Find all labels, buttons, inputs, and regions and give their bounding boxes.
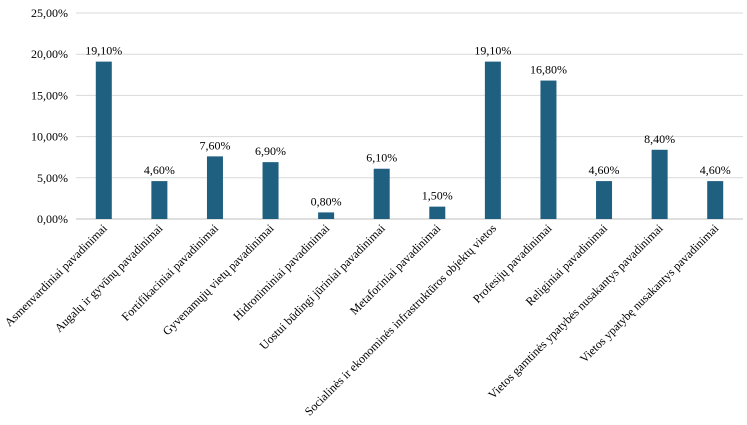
data-label: 8,40% [644, 132, 675, 146]
data-label: 19,10% [85, 44, 122, 58]
y-tick-label: 0,00% [37, 212, 68, 226]
data-label: 1,50% [422, 189, 453, 203]
bar [484, 61, 501, 220]
bar [540, 80, 557, 220]
data-label: 0,80% [311, 194, 342, 208]
bar [429, 206, 446, 219]
bar [651, 149, 668, 219]
category-label: Gyvenamųjų vietų pavadinimai [160, 221, 277, 338]
bar [262, 162, 279, 219]
bar [596, 181, 613, 219]
bars [95, 61, 724, 220]
category-label: Hidroniminiai pavadinimai [230, 221, 333, 324]
category-label: Fortifikaciniai pavadinimai [119, 221, 222, 324]
category-label: Augalų ir gyvūnų pavadinimai [52, 221, 166, 335]
category-label: Metaforiniai pavadinimai [347, 221, 444, 318]
bar [707, 181, 724, 219]
bar [95, 61, 112, 220]
category-label: Asmenvardiniai pavadinimai [2, 221, 111, 330]
bar [206, 156, 223, 219]
bar [151, 181, 168, 219]
data-label: 4,60% [589, 163, 620, 177]
y-tick-label: 20,00% [31, 47, 68, 61]
data-label: 7,60% [199, 138, 230, 152]
data-label: 6,10% [366, 151, 397, 165]
bar [373, 168, 390, 219]
data-label: 4,60% [700, 163, 731, 177]
data-labels: 19,10% 4,60% 7,60% 6,90% 0,80% 6,10% 1,50% 19,1… [85, 44, 730, 209]
y-tick-label: 5,00% [37, 171, 68, 185]
y-tick-label: 25,00% [31, 6, 68, 20]
y-axis-ticks: 0,00% 5,00% 10,00% 15,00% 20,00% 25,00% [31, 6, 68, 226]
data-label: 19,10% [474, 44, 511, 58]
category-label: Socialinės ir ekonominės infrastruktūros… [302, 221, 499, 418]
data-label: 4,60% [144, 163, 175, 177]
y-tick-label: 10,00% [31, 130, 68, 144]
data-label: 16,80% [530, 63, 567, 77]
gridlines [76, 12, 743, 220]
bar [318, 212, 335, 219]
y-tick-label: 15,00% [31, 88, 68, 102]
data-label: 6,90% [255, 144, 286, 158]
